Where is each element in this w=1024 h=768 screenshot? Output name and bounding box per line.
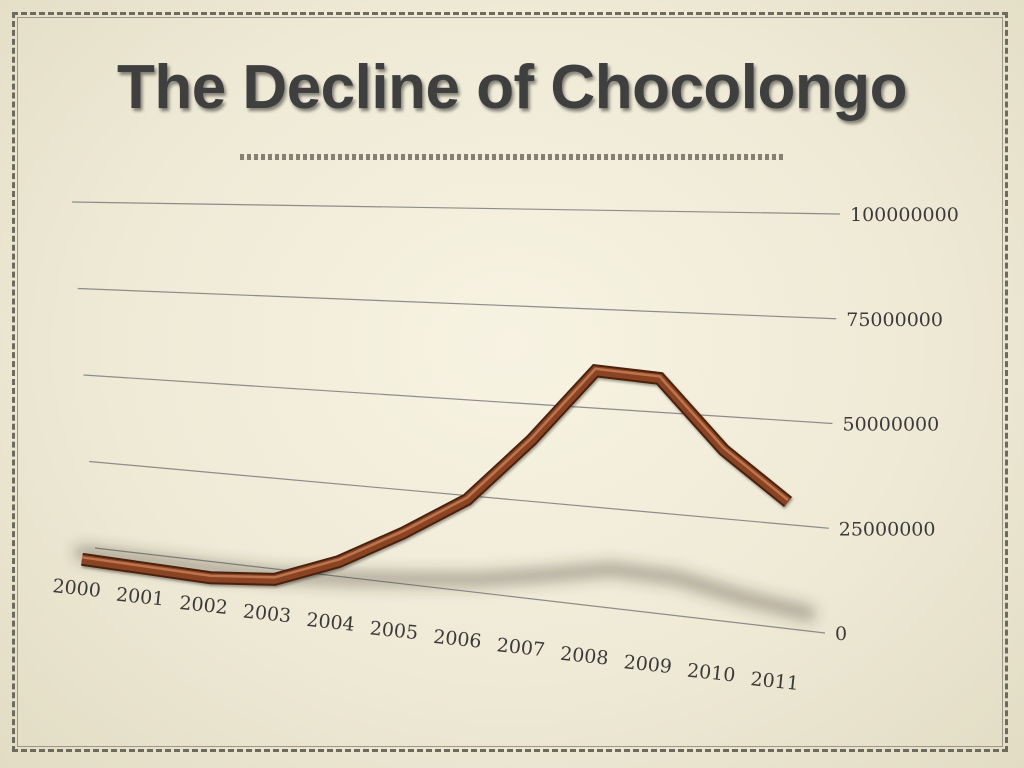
y-tick-label: 50000000 — [843, 414, 940, 436]
x-tick-label: 2009 — [623, 651, 673, 678]
series-line — [78, 363, 793, 586]
grid-line — [77, 287, 837, 320]
data-point — [399, 529, 407, 537]
data-point — [720, 446, 728, 454]
line-shadow — [74, 544, 816, 622]
x-axis-ticks: 2000 2001 2002 2003 2004 2005 2006 2007 2008 2009… — [51, 575, 799, 695]
data-point — [527, 436, 535, 444]
x-tick-label: 2000 — [51, 575, 101, 602]
series-line-highlight — [81, 367, 789, 579]
grid-lines — [71, 201, 841, 634]
y-tick-label: 75000000 — [846, 309, 943, 331]
title-underline — [240, 154, 784, 160]
data-point — [142, 565, 150, 573]
x-tick-label: 2006 — [432, 626, 482, 653]
y-axis-ticks: 0 25000000 50000000 75000000 100000000 — [835, 204, 959, 645]
data-point — [784, 498, 792, 506]
series-shadow — [74, 544, 816, 622]
y-tick-label: 100000000 — [850, 204, 959, 226]
x-tick-label: 2008 — [559, 643, 609, 670]
y-tick-label: 0 — [835, 623, 847, 645]
x-tick-label: 2011 — [749, 668, 799, 695]
data-point — [592, 367, 600, 375]
data-point — [656, 374, 664, 382]
data-point — [463, 496, 471, 504]
y-tick-label: 25000000 — [839, 518, 936, 540]
x-tick-label: 2001 — [115, 584, 165, 611]
data-point — [206, 574, 214, 582]
slide-title: The Decline of Chocolongo — [116, 53, 908, 122]
data-point — [78, 555, 86, 563]
x-tick-label: 2010 — [686, 660, 736, 687]
grid-line — [71, 201, 841, 215]
x-tick-label: 2003 — [242, 600, 292, 627]
grid-line — [89, 460, 829, 529]
data-point — [335, 558, 343, 566]
x-tick-label: 2004 — [305, 609, 355, 636]
data-point — [271, 575, 279, 583]
grid-line — [83, 374, 833, 425]
x-tick-label: 2002 — [178, 592, 228, 619]
slide-frame — [12, 12, 1008, 752]
series-line — [81, 366, 791, 584]
x-tick-label: 2005 — [369, 617, 419, 644]
x-tick-label: 2007 — [496, 634, 546, 661]
